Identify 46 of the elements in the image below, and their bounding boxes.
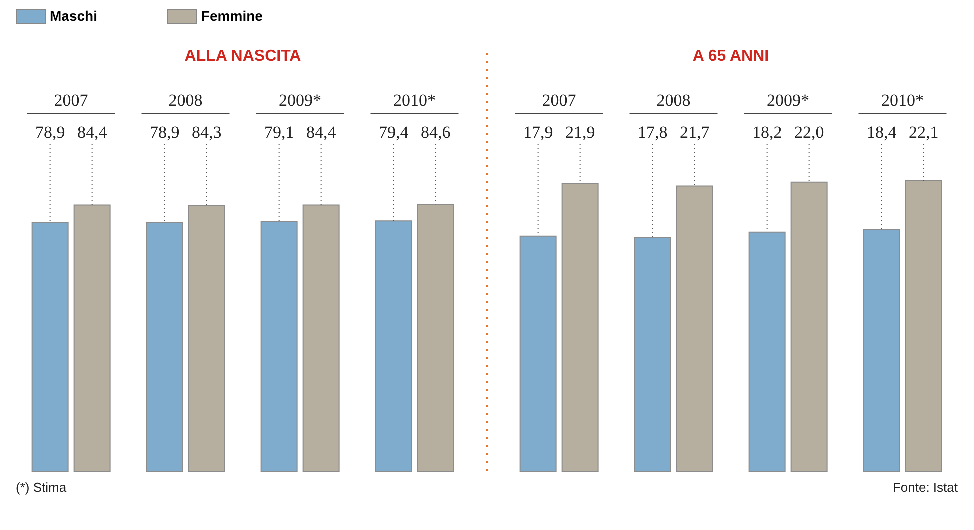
bar (302, 204, 340, 472)
bar (417, 204, 454, 472)
data-label: 84,4 (77, 123, 108, 142)
bar (905, 180, 942, 472)
legend-label: Maschi (50, 8, 98, 24)
chart-title: A 65 ANNI (692, 48, 770, 67)
bar (74, 204, 111, 472)
bar (375, 220, 412, 472)
bar (562, 183, 599, 472)
data-label: 17,9 (523, 123, 554, 142)
data-label: 22,1 (908, 123, 939, 142)
bar (146, 222, 184, 472)
data-label: 79,1 (264, 123, 294, 142)
x-tick-label: 2010* (394, 91, 436, 110)
data-label: 21,9 (565, 123, 596, 142)
data-label: 18,2 (752, 123, 782, 142)
bar (634, 237, 672, 472)
bar (790, 182, 828, 472)
bar (748, 232, 786, 472)
x-tick-label: 2008 (168, 91, 203, 110)
data-label: 84,3 (192, 123, 222, 142)
data-label: 22,0 (794, 123, 824, 142)
data-label: 84,6 (420, 123, 451, 142)
data-label: 18,4 (866, 123, 898, 142)
x-tick-label: 2007 (54, 91, 89, 110)
bar (676, 186, 714, 472)
bar (188, 205, 226, 472)
data-label: 17,8 (638, 123, 668, 142)
data-label: 78,9 (35, 123, 66, 142)
chart-title: ALLA NASCITA (184, 48, 302, 67)
legend-label: Femmine (201, 8, 263, 24)
text: (*) Stima (15, 480, 68, 495)
bar (32, 222, 69, 472)
data-label: 84,4 (306, 123, 337, 142)
bar (260, 222, 298, 472)
x-tick-label: 2008 (656, 91, 691, 110)
bar (520, 236, 557, 472)
x-tick-label: 2009* (767, 91, 810, 110)
x-tick-label: 2007 (542, 91, 577, 110)
bar (863, 229, 900, 472)
source-note: Fonte: Istat (892, 480, 959, 495)
x-tick-label: 2010* (882, 91, 924, 110)
x-tick-label: 2009* (279, 91, 322, 110)
data-label: 79,4 (378, 123, 410, 142)
data-label: 78,9 (150, 123, 180, 142)
data-label: 21,7 (680, 123, 710, 142)
